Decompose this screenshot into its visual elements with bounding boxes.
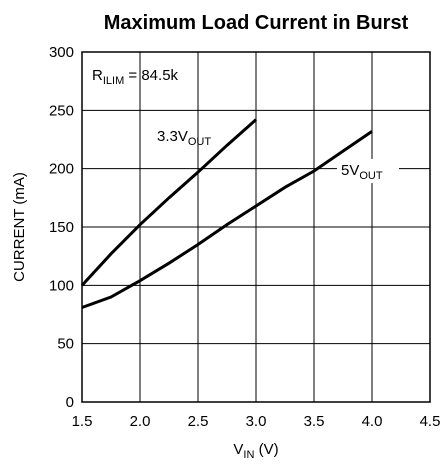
- series-line: [80, 118, 257, 287]
- y-tick-label: 100: [49, 277, 74, 294]
- annotation-base: R: [92, 67, 103, 84]
- y-tick-label: 300: [49, 44, 74, 61]
- plot-frame: [81, 51, 431, 403]
- x-tick-label: 2.5: [188, 413, 209, 430]
- series-label-bg: [337, 159, 399, 183]
- x-tick-label: 4.0: [362, 413, 383, 430]
- y-axis-label: CURRENT (mA): [11, 172, 28, 282]
- series-label-base: 5V: [341, 162, 359, 179]
- x-label-rest: (V): [254, 441, 278, 458]
- y-tick-label: 200: [49, 161, 74, 178]
- y-tick-label: 150: [49, 219, 74, 236]
- annotation-sub: ILIM: [103, 75, 124, 87]
- series-label-sub: OUT: [359, 170, 383, 182]
- annotation-rest: = 84.5k: [124, 67, 178, 84]
- chart-title: Maximum Load Current in Burst: [104, 12, 409, 34]
- series-label: 3.3VOUT: [157, 128, 211, 148]
- x-tick-label: 3.0: [246, 413, 267, 430]
- x-tick-label: 4.5: [420, 413, 441, 430]
- series-label-sub: OUT: [188, 136, 212, 148]
- y-tick-label: 250: [49, 102, 74, 119]
- y-tick-label: 50: [57, 336, 74, 353]
- annotation: RILIM = 84.5k: [92, 67, 179, 87]
- series-label-base: 3.3V: [157, 128, 188, 145]
- series-line: [81, 130, 373, 309]
- x-tick-label: 1.5: [72, 413, 93, 430]
- x-tick-label: 3.5: [304, 413, 325, 430]
- x-label-base: V: [233, 441, 243, 458]
- series-label: 5VOUT: [341, 162, 383, 182]
- y-tick-label: 0: [66, 394, 74, 411]
- x-axis-label: VIN (V): [233, 441, 278, 461]
- x-tick-label: 2.0: [130, 413, 151, 430]
- x-label-sub: IN: [243, 449, 254, 461]
